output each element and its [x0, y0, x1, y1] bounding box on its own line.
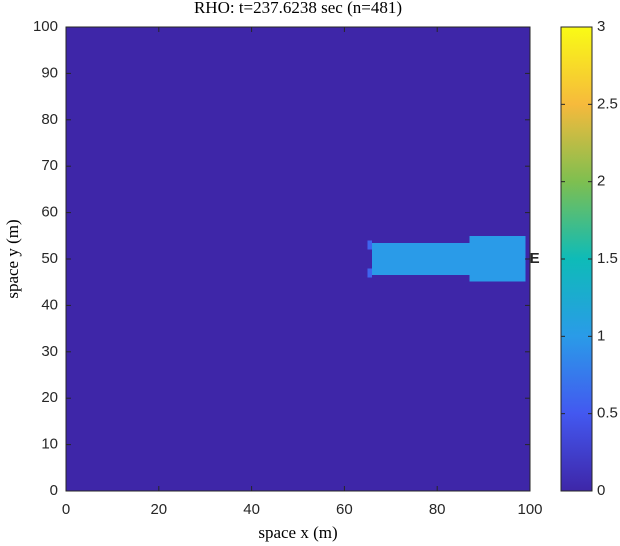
y-axis-label: space y (m): [3, 219, 22, 298]
y-tick-label: 100: [33, 18, 58, 35]
colorbar-tick-label: 0.5: [597, 405, 618, 422]
colorbar-tick-label: 0: [597, 482, 605, 499]
heat-cell: [367, 268, 373, 278]
x-tick-label: 80: [429, 501, 446, 518]
colorbar: [560, 26, 593, 492]
annotation: E: [530, 250, 540, 267]
y-tick-label: 20: [41, 389, 58, 406]
x-tick-label: 20: [150, 501, 167, 518]
y-tick-label: 70: [41, 157, 58, 174]
colorbar-tick-label: 3: [597, 18, 605, 35]
x-tick-label: 60: [336, 501, 353, 518]
y-tick-label: 10: [41, 436, 58, 453]
heat-cell: [367, 240, 373, 250]
x-tick-label: 0: [62, 501, 70, 518]
y-tick-label: 30: [41, 343, 58, 360]
x-tick-label: 100: [517, 501, 542, 518]
x-tick-label: 40: [243, 501, 260, 518]
colorbar-tick-label: 1.5: [597, 250, 618, 267]
x-axis-label: space x (m): [258, 523, 337, 542]
chart-title: RHO: t=237.6238 sec (n=481): [194, 0, 402, 17]
y-tick-label: 0: [50, 482, 58, 499]
heat-cell: [469, 235, 526, 282]
y-tick-label: 60: [41, 204, 58, 221]
colorbar-tick-label: 2.5: [597, 95, 618, 112]
y-tick-label: 40: [41, 296, 58, 313]
heat-cell: [372, 242, 470, 276]
colorbar-tick-label: 2: [597, 173, 605, 190]
y-tick-label: 80: [41, 111, 58, 128]
y-tick-label: 90: [41, 64, 58, 81]
y-tick-label: 50: [41, 250, 58, 267]
colorbar-tick-label: 1: [597, 327, 605, 344]
